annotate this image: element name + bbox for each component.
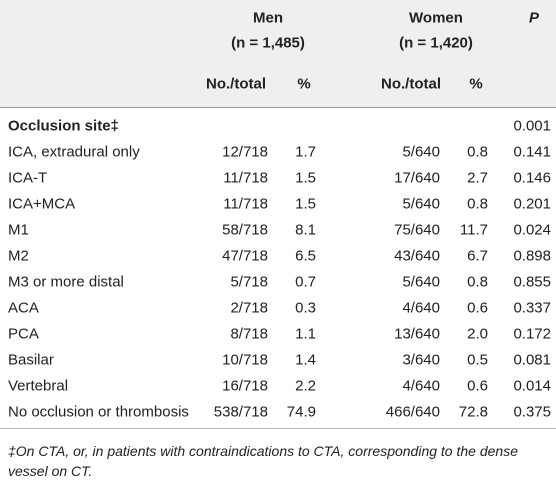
p-value: 0.146 (513, 169, 551, 187)
row-label: ICA+MCA (8, 195, 76, 213)
men-percent: 1.1 (295, 325, 316, 343)
men-percent: 1.5 (295, 195, 316, 213)
men-percent: 74.9 (286, 403, 316, 421)
men-percent: 8.1 (295, 221, 316, 239)
p-header: P (528, 9, 540, 27)
men-count: 11/718 (223, 195, 268, 213)
column-header: No./total (206, 75, 266, 93)
men-count: 47/718 (222, 247, 268, 265)
women-count: 4/640 (402, 377, 440, 395)
row-label: M3 or more distal (8, 273, 124, 291)
women-percent: 2.0 (467, 325, 488, 343)
header-background (0, 0, 556, 107)
p-value: 0.172 (513, 325, 551, 343)
women-percent: 0.6 (467, 377, 488, 395)
men-count: 16/718 (222, 377, 268, 395)
men-percent: 1.5 (295, 169, 316, 187)
p-value: 0.081 (513, 351, 551, 369)
men-percent: 2.2 (295, 377, 316, 395)
p-value: 0.855 (513, 273, 551, 291)
men-count: 8/718 (230, 325, 268, 343)
bottom-rule (0, 428, 556, 429)
column-header: % (469, 75, 483, 93)
women-count: 17/640 (394, 169, 440, 187)
group-count: (n = 1,420) (399, 34, 473, 52)
men-percent: 1.7 (295, 143, 316, 161)
women-percent: 0.8 (467, 273, 488, 291)
women-count: 5/640 (402, 273, 440, 291)
p-value: 0.375 (513, 403, 551, 421)
row-label: ACA (8, 299, 39, 317)
women-count: 43/640 (394, 247, 440, 265)
women-percent: 6.7 (467, 247, 488, 265)
women-percent: 0.6 (467, 299, 488, 317)
women-count: 75/640 (394, 221, 440, 239)
section-label: Occlusion site‡ (8, 117, 119, 135)
men-count: 58/718 (222, 221, 268, 239)
women-count: 13/640 (394, 325, 440, 343)
footnote: ‡On CTA, or, in patients with contraindi… (8, 443, 518, 479)
group-header: Men (253, 9, 283, 27)
p-value: 0.024 (513, 221, 551, 239)
women-count: 5/640 (402, 143, 440, 161)
group-header: Women (409, 9, 463, 27)
row-label: M2 (8, 247, 29, 265)
row-label: Vertebral (8, 377, 69, 395)
men-percent: 1.4 (295, 351, 316, 369)
men-count: 2/718 (230, 299, 268, 317)
women-count: 4/640 (402, 299, 440, 317)
women-count: 3/640 (402, 351, 440, 369)
column-header: % (297, 75, 311, 93)
row-label: No occlusion or thrombosis (8, 403, 189, 421)
row-label: M1 (8, 221, 29, 239)
men-percent: 0.7 (295, 273, 316, 291)
men-percent: 0.3 (295, 299, 316, 317)
header-rule (0, 107, 556, 108)
row-label: ICA-T (8, 169, 48, 187)
men-count: 12/718 (222, 143, 268, 161)
row-label: ICA, extradural only (8, 143, 140, 161)
men-percent: 6.5 (295, 247, 316, 265)
group-count: (n = 1,485) (231, 34, 305, 52)
women-percent: 0.8 (467, 143, 488, 161)
women-percent: 0.5 (467, 351, 488, 369)
men-count: 5/718 (230, 273, 268, 291)
p-value: 0.001 (513, 117, 551, 135)
p-value: 0.337 (513, 299, 551, 317)
men-count: 538/718 (213, 403, 268, 421)
women-percent: 2.7 (467, 169, 488, 187)
p-value: 0.898 (513, 247, 551, 265)
p-value: 0.141 (513, 143, 551, 161)
women-percent: 72.8 (458, 403, 488, 421)
row-label: PCA (8, 325, 39, 343)
p-value: 0.201 (513, 195, 551, 213)
men-count: 10/718 (222, 351, 268, 369)
p-value: 0.014 (513, 377, 551, 395)
women-percent: 0.8 (467, 195, 488, 213)
women-count: 466/640 (385, 403, 440, 421)
women-percent: 11.7 (459, 221, 488, 239)
row-label: Basilar (8, 351, 54, 369)
column-header: No./total (381, 75, 441, 93)
women-count: 5/640 (402, 195, 440, 213)
men-count: 11/718 (223, 169, 268, 187)
